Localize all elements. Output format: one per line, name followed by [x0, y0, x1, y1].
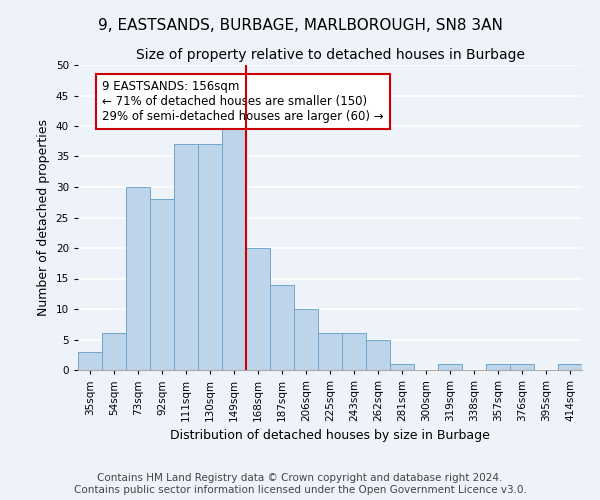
Bar	[390, 364, 414, 370]
Text: Contains HM Land Registry data © Crown copyright and database right 2024.
Contai: Contains HM Land Registry data © Crown c…	[74, 474, 526, 495]
Title: Size of property relative to detached houses in Burbage: Size of property relative to detached ho…	[136, 48, 524, 62]
Bar	[486, 364, 510, 370]
Bar	[150, 199, 174, 370]
Bar	[510, 364, 534, 370]
Y-axis label: Number of detached properties: Number of detached properties	[37, 119, 50, 316]
Bar	[558, 364, 582, 370]
Bar	[222, 114, 246, 370]
Bar	[318, 334, 342, 370]
Bar	[78, 352, 102, 370]
Bar	[270, 284, 294, 370]
Bar	[342, 334, 366, 370]
Bar	[294, 309, 318, 370]
Bar	[366, 340, 390, 370]
Bar	[126, 187, 150, 370]
Bar	[438, 364, 462, 370]
Bar	[102, 334, 126, 370]
Bar	[198, 144, 222, 370]
Text: 9, EASTSANDS, BURBAGE, MARLBOROUGH, SN8 3AN: 9, EASTSANDS, BURBAGE, MARLBOROUGH, SN8 …	[98, 18, 502, 32]
X-axis label: Distribution of detached houses by size in Burbage: Distribution of detached houses by size …	[170, 430, 490, 442]
Text: 9 EASTSANDS: 156sqm
← 71% of detached houses are smaller (150)
29% of semi-detac: 9 EASTSANDS: 156sqm ← 71% of detached ho…	[102, 80, 383, 123]
Bar	[246, 248, 270, 370]
Bar	[174, 144, 198, 370]
